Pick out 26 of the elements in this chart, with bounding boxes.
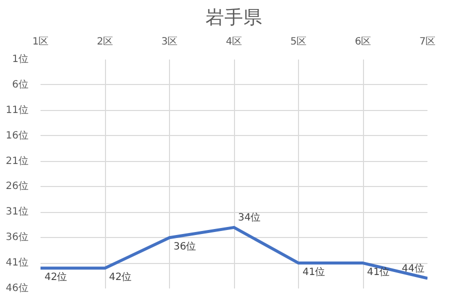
- data-label: 41位: [367, 266, 390, 278]
- x-tick-label: 7区: [419, 36, 436, 48]
- data-label: 42位: [44, 271, 68, 284]
- chart-title: 岩手県: [206, 8, 262, 28]
- x-tick-label: 5区: [290, 36, 307, 48]
- x-tick-label: 6区: [354, 36, 372, 48]
- y-tick-label: 41位: [6, 256, 29, 269]
- y-tick-label: 36位: [6, 231, 29, 244]
- data-label: 36位: [174, 240, 196, 253]
- y-tick-label: 31位: [6, 206, 29, 218]
- line-series: [40, 226, 428, 280]
- data-label: 41位: [302, 266, 326, 278]
- y-tick-label: 46位: [6, 282, 29, 294]
- y-tick-label: 6位: [12, 78, 29, 90]
- x-tick-label: 3区: [161, 36, 178, 48]
- data-label: 34位: [238, 211, 261, 224]
- x-tick-label: 1区: [32, 36, 49, 48]
- y-tick-label: 21位: [6, 154, 29, 167]
- x-tick-label: 2区: [96, 36, 114, 48]
- data-label: 44位: [402, 262, 425, 274]
- y-tick-label: 26位: [6, 180, 29, 192]
- y-tick-label: 16位: [6, 129, 29, 142]
- y-tick-label: 11位: [6, 104, 29, 116]
- data-label: 42位: [109, 271, 132, 284]
- x-tick-label: 4区: [226, 36, 242, 48]
- y-tick-label: 1位: [12, 53, 29, 65]
